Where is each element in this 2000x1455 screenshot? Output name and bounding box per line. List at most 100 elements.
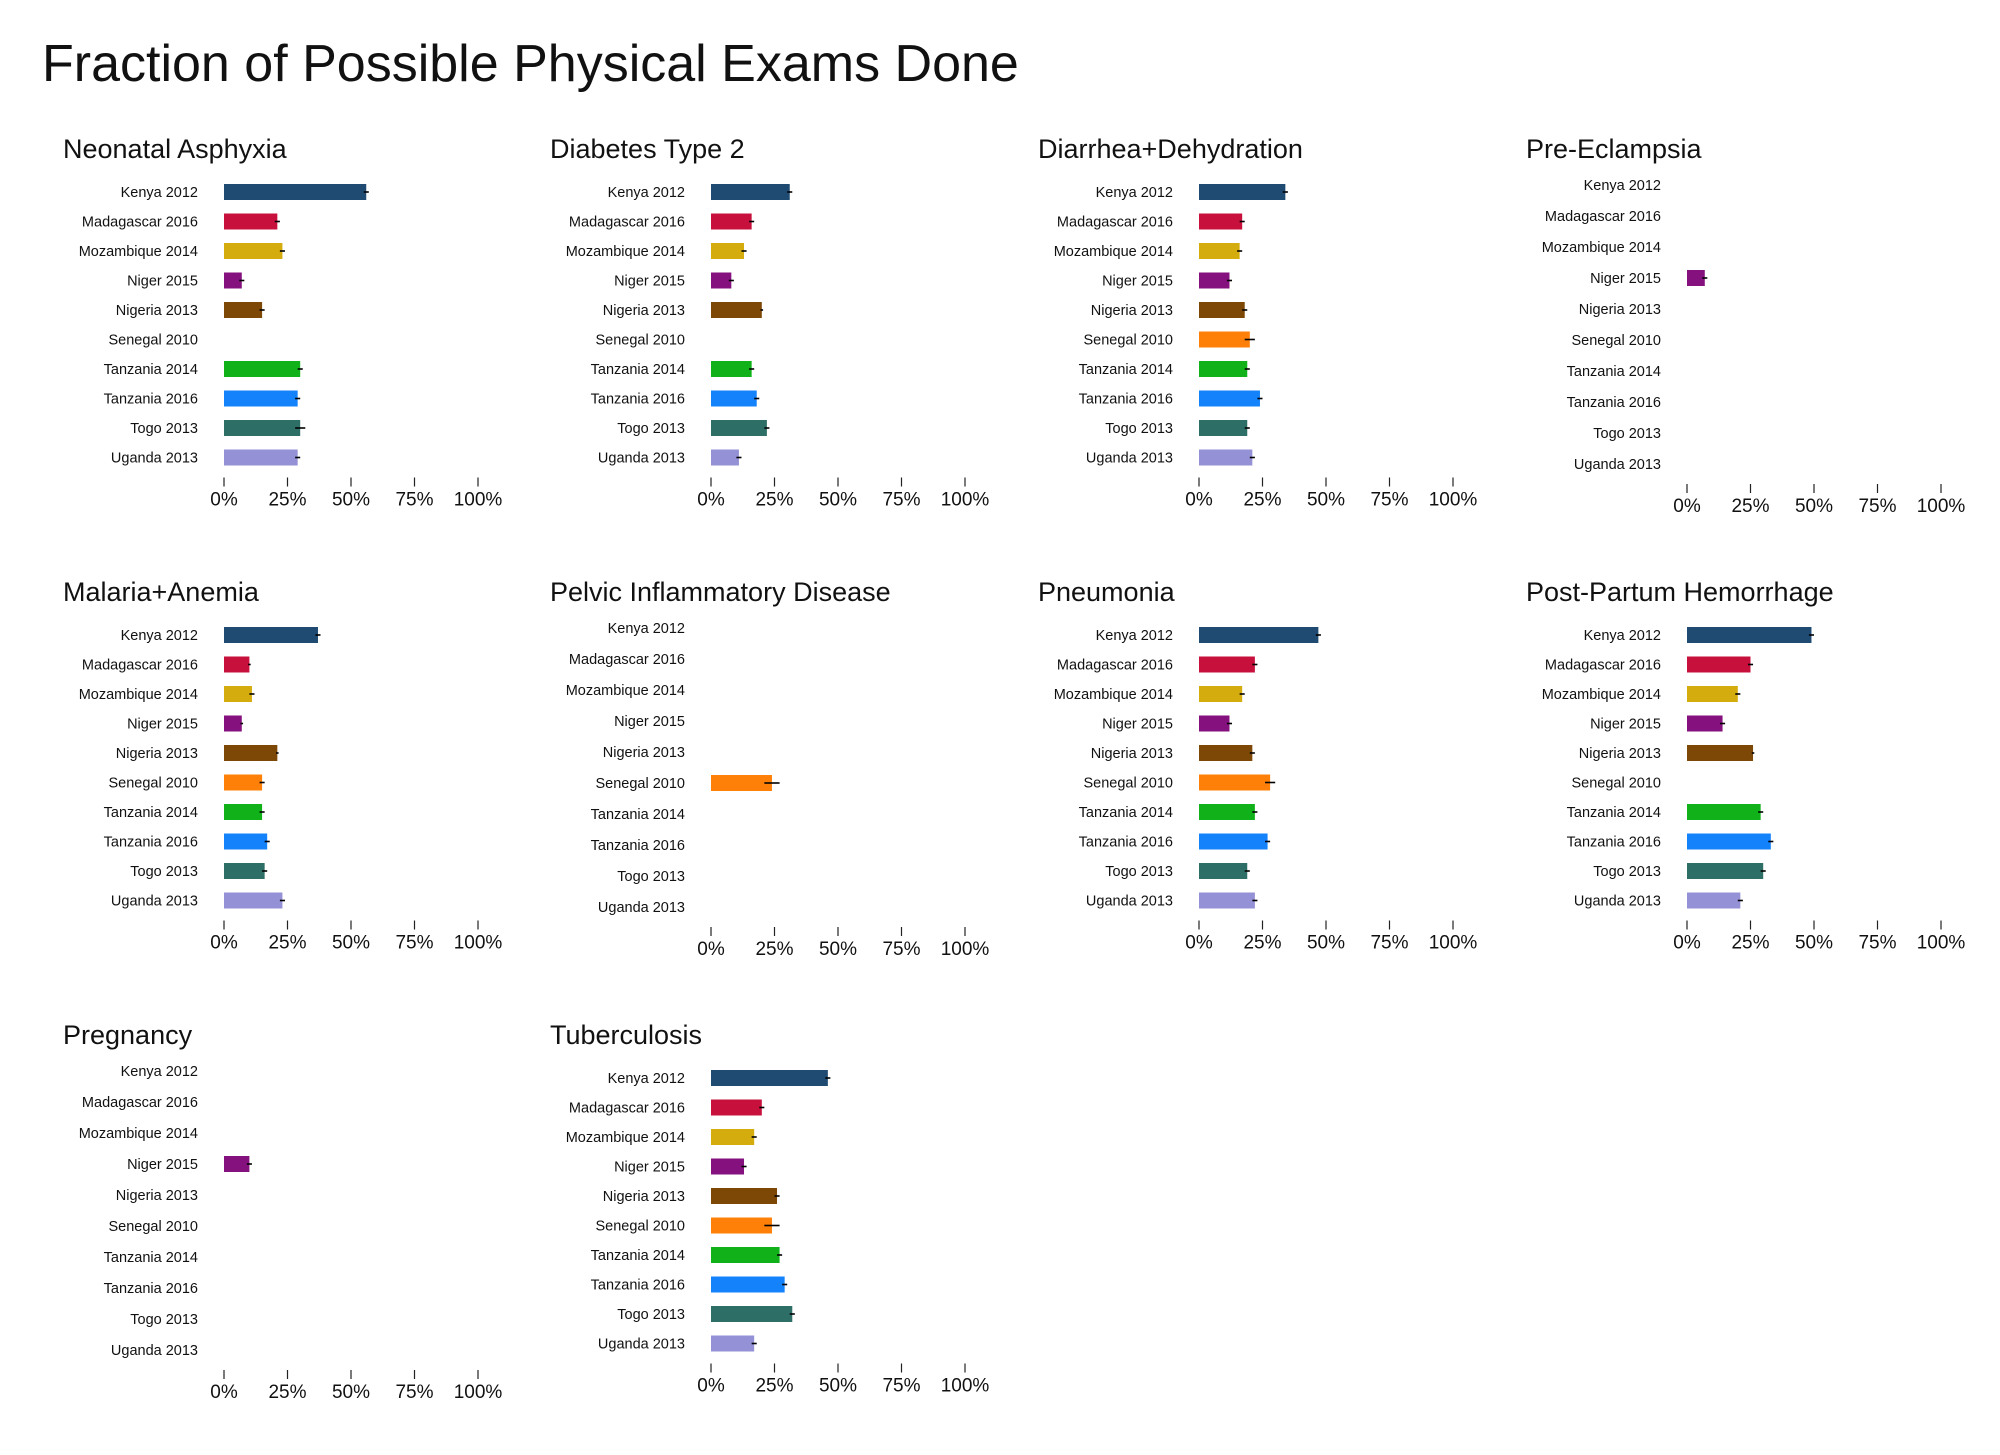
- tick-label-y: Kenya 2012: [608, 621, 685, 637]
- tick-label-y: Tanzania 2014: [104, 362, 198, 378]
- tick-label-x: 25%: [1243, 490, 1281, 511]
- tick-label-y: Tanzania 2016: [1079, 835, 1173, 851]
- tick-label-x: 75%: [882, 939, 920, 960]
- tick-label-y: Nigeria 2013: [116, 746, 198, 762]
- panel-title: Pre-Eclampsia: [1526, 134, 1703, 164]
- tick-label-y: Senegal 2010: [1084, 333, 1174, 349]
- bar-mozambique-2014: [711, 243, 745, 259]
- tick-label-y: Niger 2015: [1102, 717, 1173, 733]
- tick-label-x: 25%: [1731, 496, 1769, 517]
- tick-label-x: 75%: [395, 1382, 433, 1403]
- tick-label-x: 50%: [1795, 933, 1833, 954]
- chart-title: Fraction of Possible Physical Exams Done: [42, 35, 1019, 93]
- panel-title: Malaria+Anemia: [63, 577, 260, 607]
- tick-label-x: 25%: [755, 1376, 793, 1397]
- tick-label-y: Madagascar 2016: [569, 215, 685, 231]
- tick-label-y: Tanzania 2014: [591, 1248, 685, 1264]
- bar-tanzania-2016: [1687, 833, 1771, 850]
- tick-label-y: Tanzania 2014: [1567, 805, 1661, 821]
- tick-label-x: 50%: [1307, 933, 1345, 954]
- tick-label-y: Tanzania 2014: [1079, 805, 1173, 821]
- tick-label-y: Nigeria 2013: [116, 303, 198, 319]
- tick-label-x: 75%: [1370, 933, 1408, 954]
- tick-label-y: Kenya 2012: [1584, 628, 1661, 644]
- tick-label-x: 25%: [1243, 933, 1281, 954]
- bar-mozambique-2014: [1199, 686, 1243, 702]
- tick-label-y: Togo 2013: [130, 421, 198, 437]
- bar-madagascar-2016: [224, 213, 278, 230]
- bar-niger-2015: [1687, 715, 1723, 732]
- tick-label-x: 100%: [454, 1382, 503, 1403]
- panel-title: Diarrhea+Dehydration: [1038, 134, 1303, 164]
- tick-label-y: Mozambique 2014: [79, 1126, 198, 1142]
- bar-togo-2013: [711, 420, 767, 436]
- bar-mozambique-2014: [711, 1129, 755, 1145]
- panel-diarrhea-dehydration: Diarrhea+Dehydration Kenya 2012 Madagascar…: [1038, 134, 1477, 511]
- tick-label-x: 0%: [210, 933, 238, 954]
- bar-kenya-2012: [711, 184, 790, 200]
- tick-label-x: 100%: [941, 1376, 990, 1397]
- panel-title: Tuberculosis: [550, 1020, 702, 1050]
- tick-label-x: 25%: [755, 490, 793, 511]
- tick-label-x: 50%: [819, 1376, 857, 1397]
- panel-pregnancy: Pregnancy Kenya 2012 Madagascar 2016 Mozamb…: [63, 1020, 502, 1403]
- tick-label-y: Niger 2015: [614, 714, 685, 730]
- bar-madagascar-2016: [1199, 656, 1255, 673]
- tick-label-y: Uganda 2013: [111, 1343, 198, 1359]
- bar-kenya-2012: [224, 184, 367, 200]
- bar-togo-2013: [1199, 863, 1248, 879]
- tick-label-x: 0%: [210, 1382, 238, 1403]
- bar-kenya-2012: [1199, 627, 1319, 643]
- bar-uganda-2013: [1687, 892, 1741, 909]
- bar-togo-2013: [711, 1306, 793, 1322]
- bar-niger-2015: [224, 272, 242, 289]
- tick-label-x: 100%: [941, 939, 990, 960]
- bar-nigeria-2013: [1199, 745, 1253, 761]
- tick-label-y: Tanzania 2016: [1567, 835, 1661, 851]
- panel-pneumonia: Pneumonia Kenya 2012 Madagascar 2016 Mozamb…: [1038, 577, 1477, 954]
- tick-label-y: Togo 2013: [1593, 426, 1661, 442]
- bar-tanzania-2014: [1199, 361, 1248, 377]
- bar-mozambique-2014: [224, 686, 252, 702]
- tick-label-x: 0%: [1185, 490, 1213, 511]
- tick-label-y: Tanzania 2014: [1567, 364, 1661, 380]
- tick-label-x: 50%: [332, 933, 370, 954]
- tick-label-y: Togo 2013: [617, 869, 685, 885]
- tick-label-y: Kenya 2012: [121, 185, 198, 201]
- tick-label-y: Senegal 2010: [109, 776, 199, 792]
- tick-label-y: Niger 2015: [127, 1157, 198, 1173]
- bar-uganda-2013: [1199, 892, 1255, 909]
- tick-label-y: Togo 2013: [1105, 421, 1173, 437]
- bar-tanzania-2016: [1199, 833, 1268, 850]
- tick-label-y: Nigeria 2013: [1091, 746, 1173, 762]
- tick-label-x: 0%: [697, 1376, 725, 1397]
- panel-pre-eclampsia: Pre-Eclampsia Kenya 2012 Madagascar 2016 Mo…: [1526, 134, 1965, 517]
- tick-label-y: Kenya 2012: [608, 185, 685, 201]
- tick-label-y: Mozambique 2014: [79, 687, 198, 703]
- tick-label-y: Uganda 2013: [1086, 451, 1173, 467]
- tick-label-y: Senegal 2010: [1084, 776, 1174, 792]
- tick-label-x: 75%: [1858, 933, 1896, 954]
- bar-kenya-2012: [1687, 627, 1812, 643]
- tick-label-x: 0%: [1673, 933, 1701, 954]
- panel-pelvic-inflammatory-disease: Pelvic Inflammatory Disease Kenya 2012 Mad…: [550, 577, 989, 960]
- bar-niger-2015: [711, 272, 732, 289]
- tick-label-y: Uganda 2013: [598, 900, 685, 916]
- bar-tanzania-2014: [711, 361, 752, 377]
- tick-label-x: 75%: [395, 933, 433, 954]
- tick-label-y: Madagascar 2016: [1057, 215, 1173, 231]
- bar-uganda-2013: [711, 1335, 755, 1352]
- bar-tanzania-2016: [711, 1276, 785, 1293]
- tick-label-y: Mozambique 2014: [566, 244, 685, 260]
- tick-label-y: Mozambique 2014: [79, 244, 198, 260]
- panel-title: Pneumonia: [1038, 577, 1176, 607]
- bar-niger-2015: [224, 715, 242, 732]
- bar-madagascar-2016: [224, 656, 250, 673]
- bar-tanzania-2016: [224, 390, 298, 407]
- bar-tanzania-2014: [1687, 804, 1761, 820]
- tick-label-x: 75%: [882, 490, 920, 511]
- tick-label-y: Tanzania 2016: [104, 835, 198, 851]
- tick-label-y: Tanzania 2016: [1079, 392, 1173, 408]
- bar-kenya-2012: [1199, 184, 1286, 200]
- tick-label-x: 0%: [210, 490, 238, 511]
